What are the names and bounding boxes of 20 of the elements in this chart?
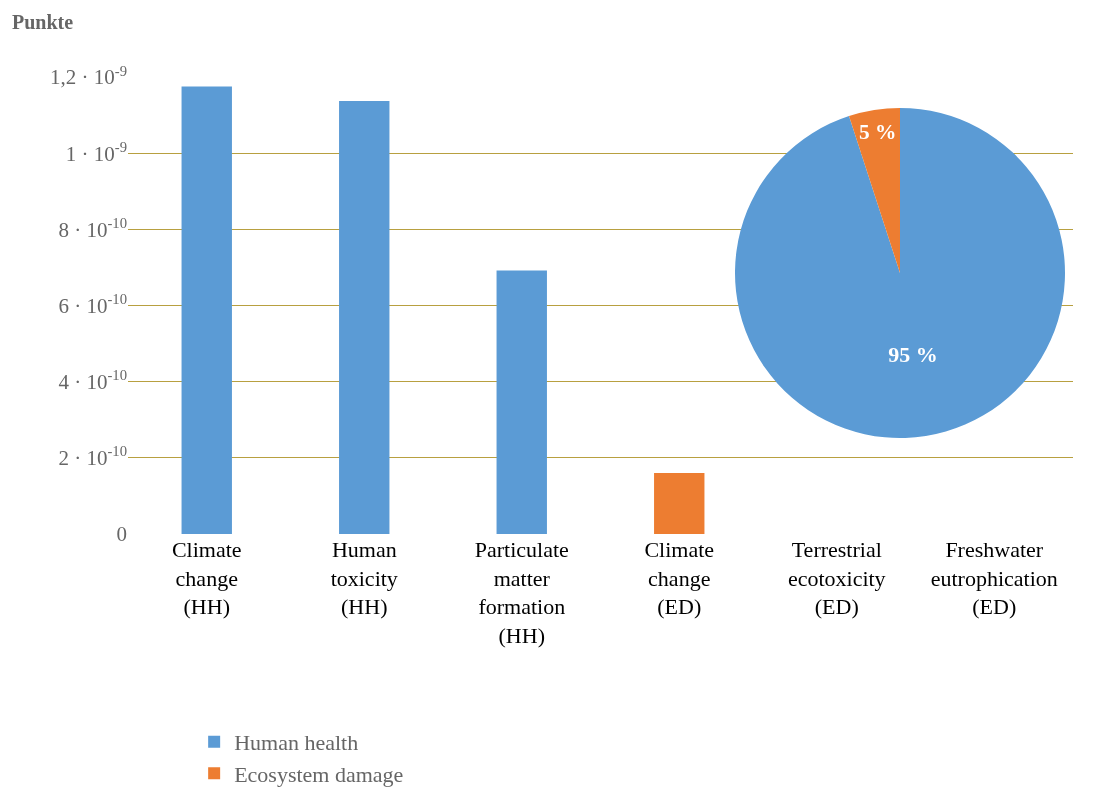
y-tick-label: 1 · 10$^{-9}$ [65,138,127,166]
y-tick-label: 2 · 10$^{-10}$ [58,443,127,471]
pie-slice [735,108,1065,438]
y-tick-label: 4 · 10$^{-10}$ [58,367,127,395]
x-tick-label: Terrestrial ecotoxicity (ED) [787,537,886,620]
x-tick-label: Climate change (ED) [644,537,715,620]
y-tick-label: 8 · 10$^{-10}$ [58,214,127,242]
data-label: 5 % [858,120,897,145]
data-label: 95 % [888,341,938,367]
legend-label: Human health [234,730,359,756]
y-tick-label: 6 · 10$^{-10}$ [58,291,127,318]
y-tick-label: 0 [116,522,127,547]
y-tick-label: 1,2 · 10$^{-9}$ [50,62,127,90]
x-tick-label: Freshwater eutrophication (ED) [930,537,1058,620]
x-tick-label: Human toxicity (HH) [330,537,398,620]
y-axis-title: Punkte [12,11,74,33]
legend-label: Ecosystem damage [234,761,404,787]
x-tick-label: Particulate matter formation (HH) [474,537,569,648]
pie-slice [849,108,900,273]
x-tick-label: Climate change (HH) [171,537,242,620]
